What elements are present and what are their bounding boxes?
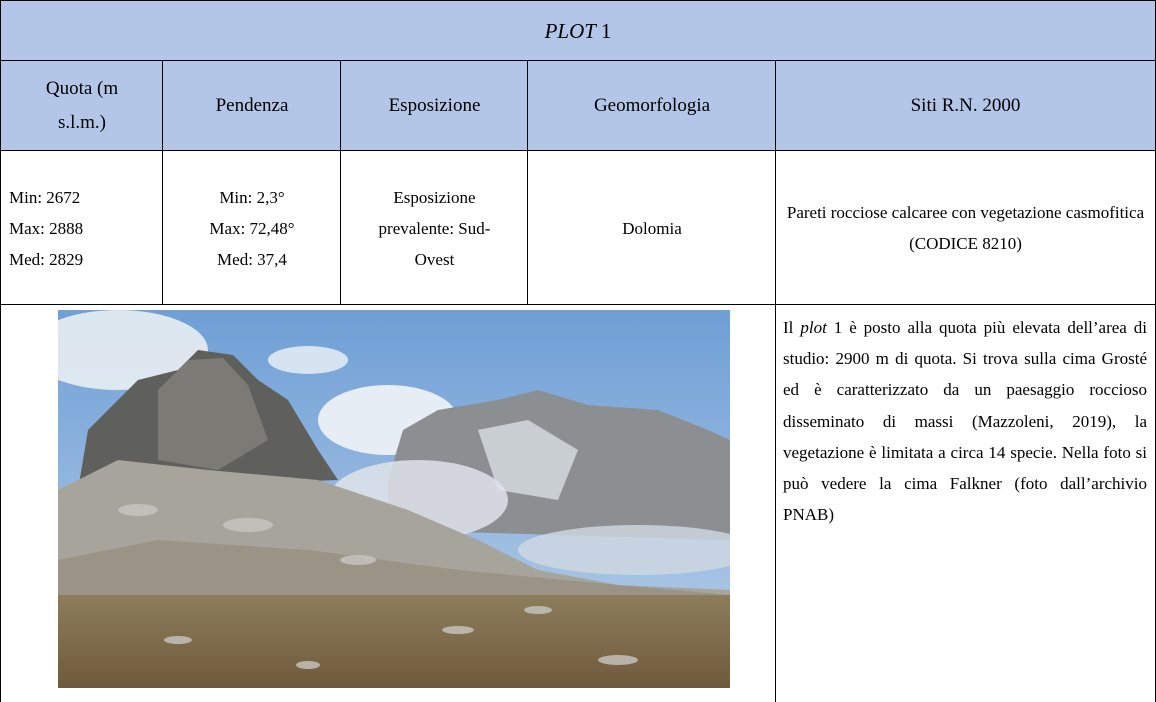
cell-border [775, 304, 776, 702]
cell-text: Esposizione prevalente: Sud-Ovest [378, 187, 491, 269]
description-text: Il [783, 318, 794, 337]
cell-line: Max: 2888 [9, 218, 84, 238]
cell-text: Pareti rocciose calcaree con vegetazione… [786, 203, 1145, 253]
cell-text: Dolomia [622, 218, 682, 238]
table-cell: Pareti rocciose calcaree con vegetazione… [775, 150, 1156, 305]
column-header: Pendenza [162, 60, 341, 151]
cell-line: Min: 2,3° [219, 187, 285, 207]
cell-border [0, 304, 1, 702]
row-border [0, 304, 1156, 305]
description-text: 1 è posto alla quota più elevata dell’ar… [783, 318, 1148, 525]
table-cell: Esposizione prevalente: Sud-Ovest [340, 150, 528, 305]
column-header: Esposizione [340, 60, 528, 151]
column-header-text: Pendenza [215, 95, 289, 116]
photo [58, 310, 730, 688]
cell-line: Med: 37,4 [217, 249, 287, 269]
column-header-text: Quota (m s.l.m.) [45, 78, 119, 133]
cell-line: Min: 2672 [9, 187, 81, 207]
title-italic: PLOT [544, 18, 596, 43]
table-cell: Dolomia [527, 150, 776, 305]
cell-line: Max: 72,48° [209, 218, 295, 238]
title-cell: PLOT 1 [0, 0, 1156, 61]
table-cell: Min: 2672 Max: 2888 Med: 2829 [0, 150, 163, 305]
title-number: 1 [600, 18, 612, 43]
cell-line: Med: 2829 [9, 249, 84, 269]
column-header: Geomorfologia [527, 60, 776, 151]
description: Il plot 1 è posto alla quota più elevata… [783, 312, 1147, 530]
column-header-text: Esposizione [388, 95, 481, 116]
table-cell: Min: 2,3° Max: 72,48° Med: 37,4 [162, 150, 341, 305]
column-header: Siti R.N. 2000 [775, 60, 1156, 151]
column-header-text: Siti R.N. 2000 [910, 95, 1021, 116]
description-italic: plot [800, 318, 827, 337]
column-header: Quota (m s.l.m.) [0, 60, 163, 151]
column-header-text: Geomorfologia [593, 95, 711, 116]
